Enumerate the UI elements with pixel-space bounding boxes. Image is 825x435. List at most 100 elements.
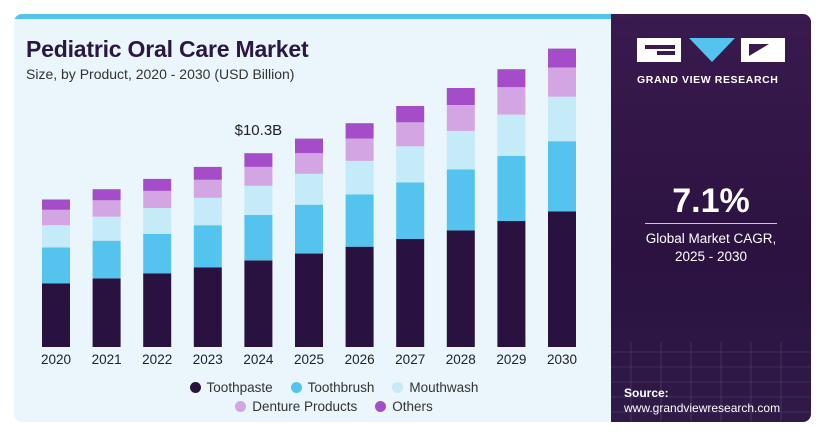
bar-segment-denture-products-2027 — [396, 122, 425, 147]
legend-swatch — [189, 382, 201, 393]
bar-segment-toothpaste-2020 — [42, 283, 70, 347]
x-tick-label-2020: 2020 — [41, 352, 71, 367]
sidebar-panel: GRAND VIEW RESEARCH 7.1% Global Market C… — [611, 14, 811, 422]
bar-segment-others-2020 — [42, 199, 70, 210]
bar-segment-toothbrush-2022 — [143, 233, 172, 274]
bar-segment-others-2029 — [497, 69, 526, 88]
bar-segment-mouthwash-2028 — [446, 130, 475, 170]
bar-segment-others-2021 — [92, 189, 121, 201]
legend-swatch — [235, 401, 247, 412]
bar-segment-mouthwash-2030 — [548, 96, 576, 142]
cagr-label: Global Market CAGR, 2025 - 2030 — [611, 230, 811, 266]
bar-segment-others-2028 — [446, 88, 475, 106]
source-block: Source: www.grandviewresearch.com — [624, 386, 780, 416]
x-tick-label-2025: 2025 — [294, 352, 324, 367]
bar-segment-mouthwash-2029 — [497, 114, 526, 156]
bar-segment-denture-products-2026 — [345, 138, 374, 161]
bar-segment-toothbrush-2024 — [244, 214, 273, 261]
bar-segment-toothbrush-2023 — [193, 225, 222, 268]
bar-segment-toothpaste-2023 — [193, 267, 222, 347]
bar-segment-others-2023 — [193, 166, 222, 180]
legend-item-toothbrush: Toothbrush — [290, 380, 375, 395]
x-tick-label-2029: 2029 — [496, 352, 526, 367]
bar-segment-toothbrush-2030 — [548, 141, 576, 212]
bar-segment-toothpaste-2029 — [497, 220, 526, 347]
bar-segment-others-2027 — [396, 106, 425, 123]
legend-label: Denture Products — [252, 399, 358, 414]
x-tick-label-2024: 2024 — [243, 352, 274, 367]
chart-legend: Toothpaste Toothbrush Mouthwash Denture Pro… — [154, 380, 514, 418]
legend-row: Denture Products Others — [154, 399, 514, 414]
bar-segment-mouthwash-2027 — [396, 146, 425, 183]
bar-segment-denture-products-2020 — [42, 209, 70, 226]
bar-segment-denture-products-2025 — [295, 153, 323, 174]
bar-segment-denture-products-2022 — [143, 190, 172, 208]
bar-segment-others-2026 — [345, 123, 374, 139]
bar-segment-mouthwash-2026 — [345, 160, 374, 195]
bar-segment-others-2024 — [244, 153, 273, 167]
source-label: Source: — [624, 386, 669, 400]
legend-label: Toothpaste — [206, 380, 273, 395]
bar-segment-toothbrush-2029 — [497, 155, 526, 221]
bar-segment-toothpaste-2026 — [345, 246, 374, 347]
bar-segment-toothpaste-2028 — [446, 230, 475, 347]
annotation-label-2024: $10.3B — [235, 122, 283, 139]
accent-bar — [14, 14, 611, 19]
bar-segment-toothpaste-2025 — [295, 253, 323, 347]
x-tick-label-2023: 2023 — [193, 352, 223, 367]
bar-segment-others-2022 — [143, 178, 172, 191]
brand-name: GRAND VIEW RESEARCH — [637, 74, 779, 86]
bar-segment-denture-products-2023 — [193, 179, 222, 198]
bar-segment-mouthwash-2022 — [143, 208, 172, 234]
legend-label: Mouthwash — [409, 380, 479, 395]
cagr-label-line-2: 2025 - 2030 — [674, 249, 748, 264]
bar-segment-toothpaste-2030 — [548, 211, 576, 347]
bar-segment-others-2030 — [548, 48, 576, 68]
legend-item-toothpaste: Toothpaste — [189, 380, 273, 395]
legend-label: Others — [392, 399, 433, 414]
legend-swatch — [392, 382, 404, 393]
x-tick-label-2026: 2026 — [345, 352, 375, 367]
bar-segment-mouthwash-2021 — [92, 216, 121, 241]
chart-card: Pediatric Oral Care Market Size, by Prod… — [14, 14, 811, 422]
stacked-bar-chart: 2020 2021 2022 2023 2024 $10.3B 2025 2026 2027 20… — [41, 48, 577, 367]
x-tick-label-2027: 2027 — [395, 352, 425, 367]
source-url[interactable]: www.grandviewresearch.com — [624, 401, 781, 415]
bar-segment-denture-products-2029 — [497, 87, 526, 115]
legend-item-others: Others — [375, 399, 433, 414]
bar-segment-toothbrush-2027 — [396, 182, 425, 239]
decorative-grid — [611, 342, 811, 422]
bar-segment-toothpaste-2022 — [143, 273, 172, 347]
cagr-label-line-1: Global Market CAGR, — [645, 231, 777, 246]
brand-logo: GRAND VIEW RESEARCH — [637, 36, 787, 86]
bar-segment-mouthwash-2023 — [193, 197, 222, 226]
x-tick-label-2022: 2022 — [142, 352, 172, 367]
cagr-value: 7.1% — [672, 182, 750, 220]
legend-label: Toothbrush — [307, 380, 375, 395]
bar-segment-denture-products-2028 — [446, 105, 475, 131]
bar-segment-toothbrush-2025 — [295, 204, 323, 254]
legend-item-denture-products: Denture Products — [235, 399, 357, 414]
bar-segment-denture-products-2024 — [244, 166, 273, 186]
x-tick-label-2028: 2028 — [446, 352, 476, 367]
bar-segment-toothbrush-2021 — [92, 240, 121, 279]
x-tick-label-2021: 2021 — [92, 352, 122, 367]
chart-subtitle: Size, by Product, 2020 - 2030 (USD Billi… — [26, 66, 295, 82]
divider — [645, 223, 777, 224]
bar-segment-toothbrush-2020 — [42, 247, 70, 284]
bar-segment-toothpaste-2024 — [244, 260, 273, 347]
legend-swatch — [290, 382, 302, 393]
bar-segment-toothpaste-2027 — [396, 239, 425, 347]
bar-segment-others-2025 — [295, 138, 323, 154]
bar-segment-mouthwash-2025 — [295, 173, 323, 205]
legend-row: Toothpaste Toothbrush Mouthwash — [154, 380, 514, 395]
bar-segment-toothbrush-2026 — [345, 194, 374, 247]
brand-logo-mark — [637, 38, 785, 62]
bar-segment-toothpaste-2021 — [92, 278, 121, 347]
bar-segment-toothbrush-2028 — [446, 169, 475, 231]
bar-segment-denture-products-2021 — [92, 200, 121, 217]
bar-segment-mouthwash-2020 — [42, 225, 70, 248]
legend-item-mouthwash: Mouthwash — [392, 380, 478, 395]
chart-title: Pediatric Oral Care Market — [26, 36, 309, 62]
bar-segment-denture-products-2030 — [548, 67, 576, 97]
